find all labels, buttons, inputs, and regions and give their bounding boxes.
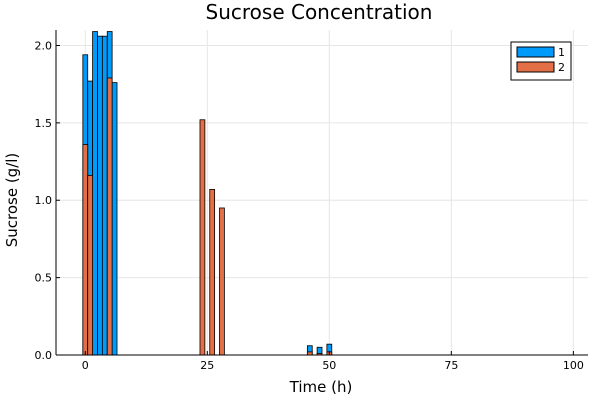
chart-title: Sucrose Concentration [206,0,433,24]
y-tick-label: 1.5 [35,117,53,130]
y-tick-label: 1.0 [35,194,53,207]
x-axis-label: Time (h) [289,378,353,396]
x-tick-label: 0 [82,359,89,372]
x-tick-label: 25 [200,359,214,372]
legend-label-series-1: 1 [558,46,565,59]
legend-label-series-2: 2 [558,61,565,74]
x-tick-label: 75 [444,359,458,372]
x-tick-label: 50 [322,359,336,372]
bar-series-1 [92,31,98,356]
bar-series-2 [82,144,89,356]
y-tick-label: 0.0 [35,349,53,362]
bar-series-1 [101,35,108,356]
x-tick-label: 100 [563,359,584,372]
bar-series-2 [106,77,113,356]
bar-series-2 [219,207,225,356]
axes [55,30,588,356]
bar-series-2 [199,119,206,356]
legend-swatch-series-2 [516,61,555,73]
y-tick-label: 0.5 [35,272,53,285]
y-tick-label: 2.0 [35,39,53,52]
bar-series-1 [111,82,118,356]
y-axis-label: Sucrose (g/l) [3,153,21,248]
bar-series-1 [97,35,103,356]
bar-series-2 [209,189,216,356]
legend: 1 2 [510,41,572,81]
bar-series-2 [87,175,94,356]
tick-labels: 0 25 50 75 100 0.0 0.5 1.0 1.5 2.0 [35,39,584,372]
legend-swatch-series-1 [516,46,555,58]
